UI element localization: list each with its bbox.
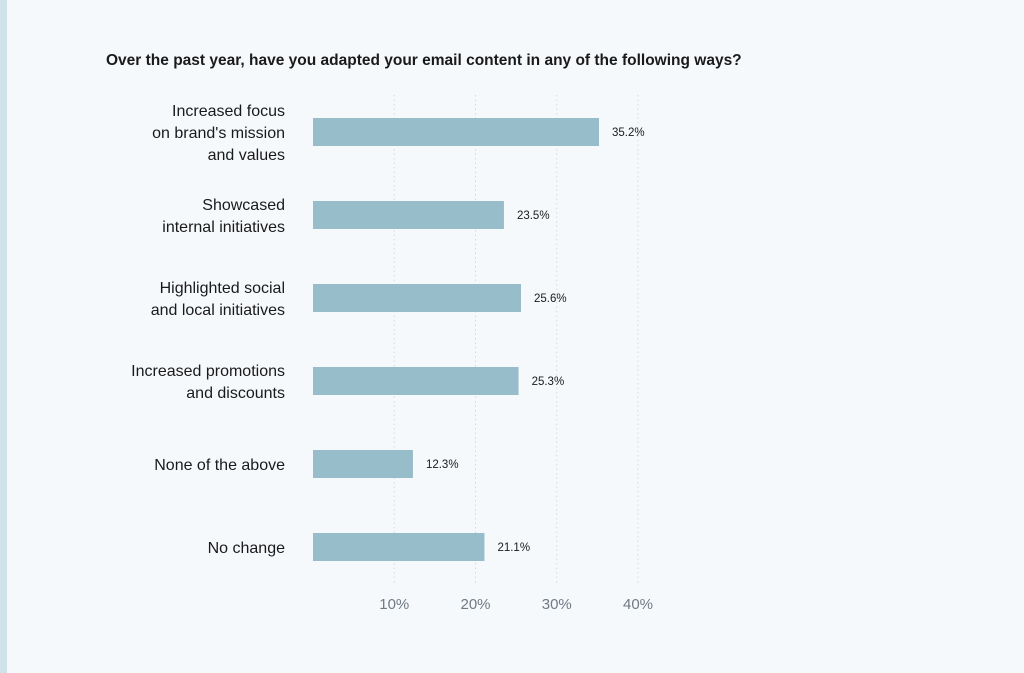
- x-tick-label: 20%: [460, 596, 490, 613]
- bar: [313, 201, 504, 229]
- x-tick-label: 40%: [623, 596, 653, 613]
- bar: [313, 450, 413, 478]
- data-label: 25.6%: [534, 293, 567, 305]
- category-label: None of the above: [154, 457, 285, 474]
- category-label: internal initiatives: [162, 219, 285, 236]
- bar: [313, 284, 521, 312]
- category-label: and local initiatives: [151, 302, 285, 319]
- category-label: Highlighted social: [160, 280, 285, 297]
- category-label: on brand's mission: [152, 125, 285, 142]
- data-label: 12.3%: [426, 459, 459, 471]
- x-tick-label: 10%: [379, 596, 409, 613]
- chart-title: Over the past year, have you adapted you…: [106, 52, 742, 69]
- category-label: Increased focus: [172, 103, 285, 120]
- category-label: and discounts: [186, 385, 285, 402]
- bar: [313, 533, 485, 561]
- data-label: 23.5%: [517, 210, 550, 222]
- category-label: and values: [208, 147, 285, 164]
- bar: [313, 118, 599, 146]
- category-label: No change: [208, 540, 285, 557]
- left-accent-strip: [0, 0, 7, 673]
- x-tick-label: 30%: [542, 596, 572, 613]
- category-label: Showcased: [202, 197, 285, 214]
- category-label: Increased promotions: [131, 363, 285, 380]
- data-label: 25.3%: [532, 376, 565, 388]
- bar: [313, 367, 519, 395]
- data-label: 35.2%: [612, 127, 645, 139]
- data-label: 21.1%: [497, 542, 530, 554]
